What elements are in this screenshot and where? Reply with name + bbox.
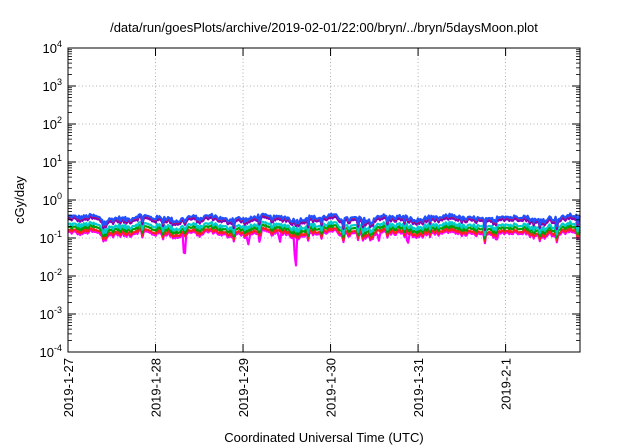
x-tick-label: 2019-1-28 [149,358,164,417]
y-axis-label: cGy/day [12,176,27,224]
x-tick-label: 2019-2-1 [499,358,514,410]
x-axis-ticks: 2019-1-27 2019-1-28 2019-1-29 2019-1-30 2019… [61,48,514,417]
x-tick-label: 2019-1-31 [411,358,426,417]
x-tick-label: 2019-1-29 [236,358,251,417]
x-axis-label: Coordinated Universal Time (UTC) [224,430,423,445]
series-line [67,212,581,229]
series-line [67,220,581,237]
series-line [67,226,581,243]
series-line [67,223,581,240]
chart-title: /data/run/goesPlots/archive/2019-02-01/2… [110,20,538,35]
grid-lines [68,48,580,352]
x-tick-label: 2019-1-27 [61,358,76,417]
series-layer [67,212,581,267]
x-tick-label: 2019-1-30 [324,358,339,417]
